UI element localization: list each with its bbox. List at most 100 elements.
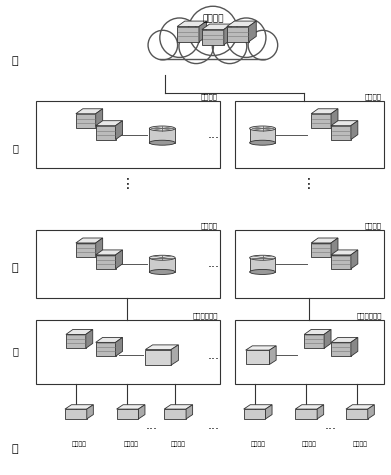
Circle shape	[179, 29, 213, 64]
Text: 智能设备: 智能设备	[171, 441, 186, 446]
Text: 智能设备: 智能设备	[72, 441, 87, 446]
Bar	[36, 230, 220, 298]
Polygon shape	[66, 334, 86, 348]
Polygon shape	[249, 258, 275, 272]
Text: ...: ...	[208, 349, 220, 362]
Text: ...: ...	[145, 419, 157, 432]
Polygon shape	[331, 109, 338, 128]
Ellipse shape	[249, 140, 275, 145]
Polygon shape	[331, 337, 358, 342]
Polygon shape	[65, 405, 93, 409]
Polygon shape	[96, 342, 116, 356]
Text: 云端节点: 云端节点	[202, 15, 224, 24]
Bar	[36, 101, 220, 169]
Text: 智能设备: 智能设备	[250, 441, 265, 446]
Polygon shape	[76, 238, 103, 243]
Text: ...: ...	[208, 128, 220, 141]
Ellipse shape	[149, 255, 175, 260]
Ellipse shape	[149, 140, 175, 145]
Text: ...: ...	[325, 419, 337, 432]
Polygon shape	[145, 345, 178, 350]
Polygon shape	[116, 250, 122, 269]
Polygon shape	[199, 21, 206, 42]
Polygon shape	[317, 405, 324, 419]
Polygon shape	[311, 114, 331, 128]
Polygon shape	[87, 405, 93, 419]
Ellipse shape	[149, 126, 175, 131]
Circle shape	[160, 18, 199, 57]
Polygon shape	[86, 330, 93, 348]
Polygon shape	[96, 238, 103, 257]
Polygon shape	[116, 121, 122, 140]
Polygon shape	[177, 21, 206, 27]
Polygon shape	[65, 409, 87, 419]
Polygon shape	[177, 27, 199, 42]
Text: 管: 管	[12, 263, 19, 273]
Polygon shape	[244, 409, 265, 419]
Polygon shape	[265, 405, 272, 419]
Polygon shape	[331, 342, 351, 356]
Text: ...: ...	[208, 419, 220, 432]
Text: ⋮: ⋮	[302, 177, 316, 191]
Ellipse shape	[249, 126, 275, 131]
Polygon shape	[76, 114, 96, 128]
Polygon shape	[76, 109, 103, 114]
Polygon shape	[145, 350, 171, 365]
Polygon shape	[96, 337, 122, 342]
Text: 智能设备: 智能设备	[353, 441, 368, 446]
Polygon shape	[249, 21, 256, 42]
Polygon shape	[331, 255, 351, 269]
Polygon shape	[331, 250, 358, 255]
Text: 管道节点: 管道节点	[365, 222, 382, 229]
Polygon shape	[324, 330, 331, 348]
Polygon shape	[149, 129, 175, 142]
Circle shape	[188, 6, 237, 56]
Polygon shape	[117, 409, 138, 419]
Polygon shape	[304, 330, 331, 334]
Polygon shape	[224, 24, 231, 45]
Polygon shape	[96, 250, 122, 255]
Text: ；: ；	[13, 346, 18, 356]
Text: 管道节点: 管道节点	[365, 93, 382, 100]
Bar	[36, 320, 220, 384]
Polygon shape	[227, 27, 249, 42]
Polygon shape	[295, 409, 317, 419]
Polygon shape	[66, 330, 93, 334]
Polygon shape	[149, 258, 175, 272]
Bar	[235, 320, 384, 384]
Polygon shape	[117, 405, 145, 409]
Text: 管道节点: 管道节点	[201, 93, 218, 100]
Polygon shape	[351, 121, 358, 140]
Bar	[235, 101, 384, 169]
Circle shape	[248, 30, 278, 60]
Ellipse shape	[249, 255, 275, 260]
Polygon shape	[249, 129, 275, 142]
Text: 边缘计算节点: 边缘计算节点	[356, 312, 382, 319]
Polygon shape	[171, 345, 178, 365]
Text: ...: ...	[208, 257, 220, 270]
Circle shape	[212, 29, 247, 64]
Text: ；: ；	[13, 143, 18, 153]
Text: 智能设备: 智能设备	[302, 441, 317, 446]
Text: 云: 云	[12, 56, 19, 66]
Polygon shape	[295, 405, 324, 409]
Polygon shape	[202, 29, 224, 45]
Polygon shape	[164, 405, 193, 409]
Polygon shape	[331, 121, 358, 126]
Polygon shape	[368, 405, 374, 419]
Circle shape	[148, 30, 178, 60]
Polygon shape	[164, 409, 186, 419]
Polygon shape	[246, 346, 276, 350]
Polygon shape	[96, 109, 103, 128]
Text: 边缘计算节点: 边缘计算节点	[192, 312, 218, 319]
Polygon shape	[246, 350, 269, 364]
Polygon shape	[186, 405, 193, 419]
Bar	[235, 230, 384, 298]
Polygon shape	[351, 337, 358, 356]
Polygon shape	[346, 409, 368, 419]
Ellipse shape	[249, 269, 275, 275]
Polygon shape	[351, 250, 358, 269]
Text: 智能设备: 智能设备	[123, 441, 138, 446]
Polygon shape	[346, 405, 374, 409]
Polygon shape	[269, 346, 276, 364]
